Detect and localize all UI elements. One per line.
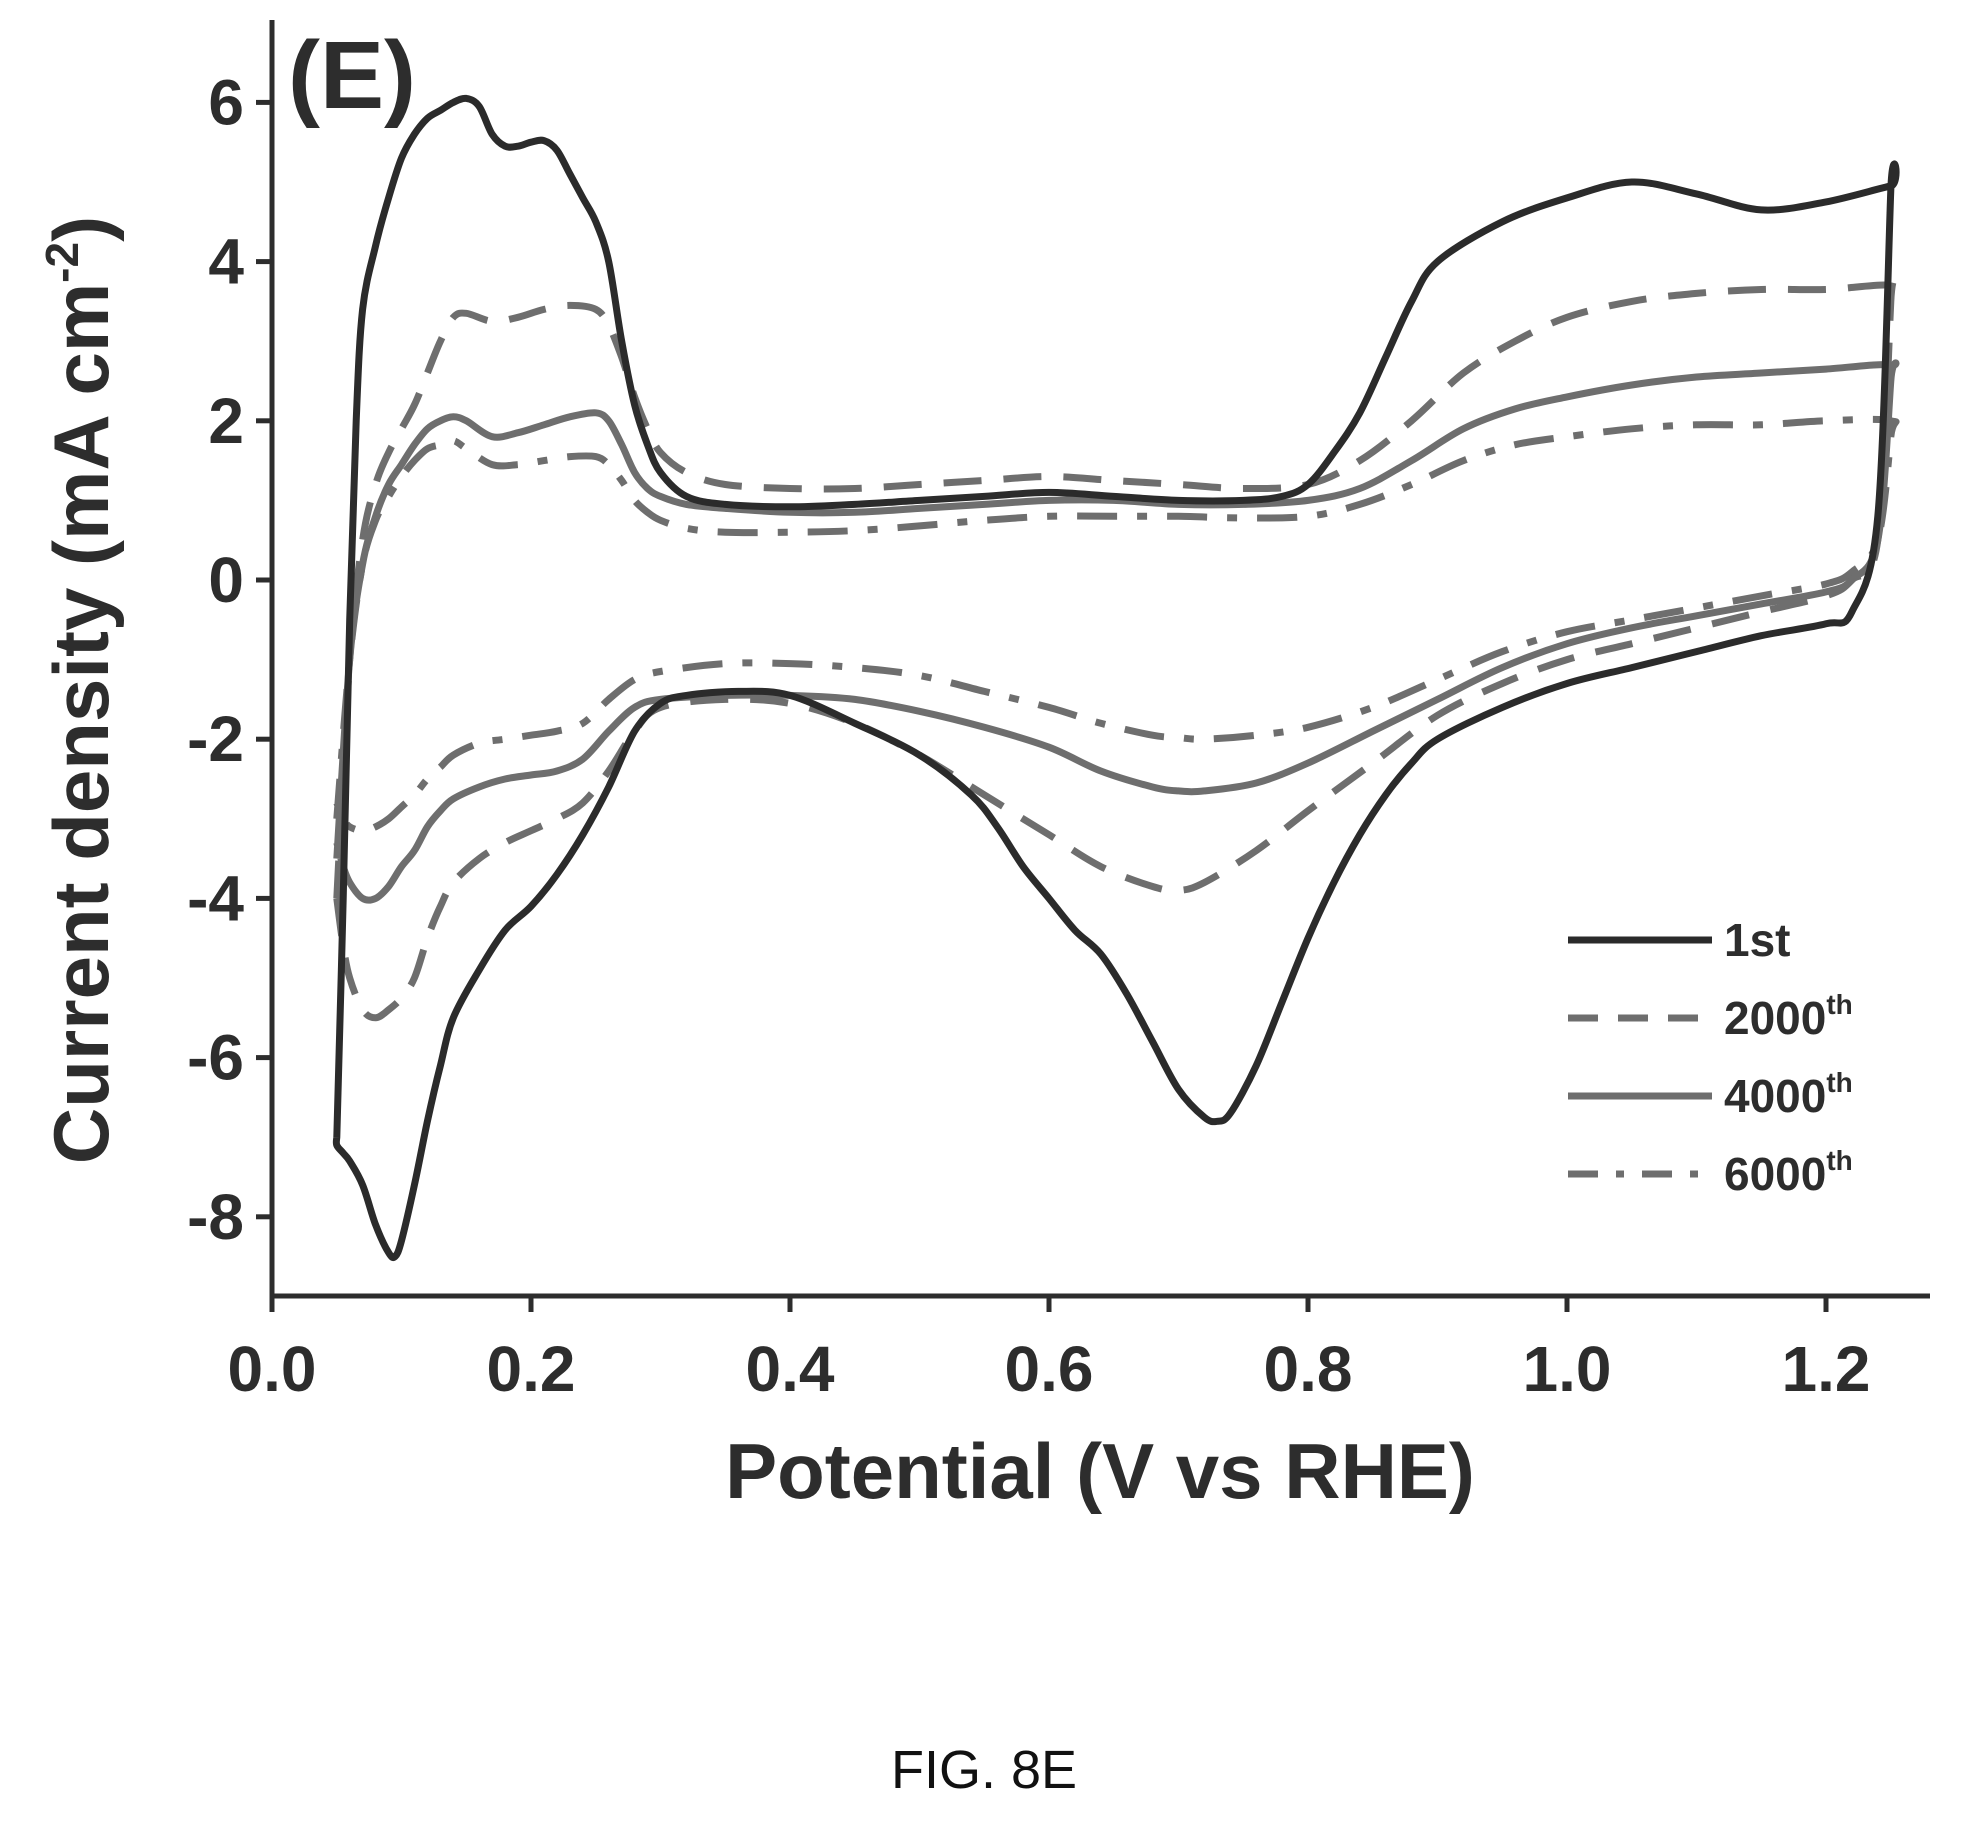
y-axis-title-close: )	[37, 216, 125, 242]
series-line-4000	[333, 359, 1900, 904]
legend-label-superscript: th	[1826, 1067, 1852, 1098]
series-line-1st	[332, 94, 1900, 1262]
axis-ticks	[256, 99, 1829, 1312]
y-axis-title-superscript: -2	[36, 242, 88, 283]
legend-label-main: 6000	[1724, 1148, 1826, 1200]
chart-axes	[269, 20, 1930, 1299]
y-tick-label: -8	[187, 1181, 244, 1253]
legend-label-superscript: th	[1826, 1145, 1852, 1176]
y-axis-title: Current density (mA cm-2)	[36, 216, 125, 1164]
legend-label-main: 1st	[1724, 914, 1790, 966]
x-axis-title: Potential (V vs RHE)	[725, 1427, 1475, 1515]
y-tick-label: 0	[208, 544, 244, 616]
y-tick-label: 2	[208, 385, 244, 457]
x-tick-label: 0.6	[1005, 1333, 1094, 1405]
legend-label-main: 2000	[1724, 992, 1826, 1044]
y-tick-label: -2	[187, 703, 244, 775]
panel-label: (E)	[288, 22, 416, 129]
legend-label-2000: 2000th	[1724, 989, 1853, 1044]
x-tick-label: 0.4	[746, 1333, 835, 1405]
figure-caption: FIG. 8E	[891, 1740, 1077, 1800]
legend-label-1st: 1st	[1724, 914, 1790, 966]
y-axis-title-main: Current density (mA cm	[37, 283, 125, 1164]
cv-curves	[332, 94, 1900, 1262]
y-tick-label: -6	[187, 1022, 244, 1094]
legend-label-4000: 4000th	[1724, 1067, 1853, 1122]
x-tick-label: 1.2	[1782, 1333, 1871, 1405]
y-tick-label: -4	[187, 862, 244, 934]
x-tick-label: 1.0	[1523, 1333, 1612, 1405]
y-tick-label: 6	[208, 66, 244, 138]
legend-label-main: 4000	[1724, 1070, 1826, 1122]
x-tick-label: 0.8	[1264, 1333, 1353, 1405]
series-line-6000	[333, 415, 1900, 835]
x-tick-label: 0.0	[228, 1333, 317, 1405]
x-tick-label: 0.2	[487, 1333, 576, 1405]
axis-tick-labels: 0.0 0.2 0.4 0.6 0.8 1.0 1.2 6 4 2 0 -2 -4 -6 -8	[187, 66, 1870, 1405]
legend-label-superscript: th	[1826, 989, 1852, 1020]
series-line-2000	[333, 274, 1900, 1022]
legend-label-6000: 6000th	[1724, 1145, 1853, 1200]
y-tick-label: 4	[208, 226, 244, 298]
